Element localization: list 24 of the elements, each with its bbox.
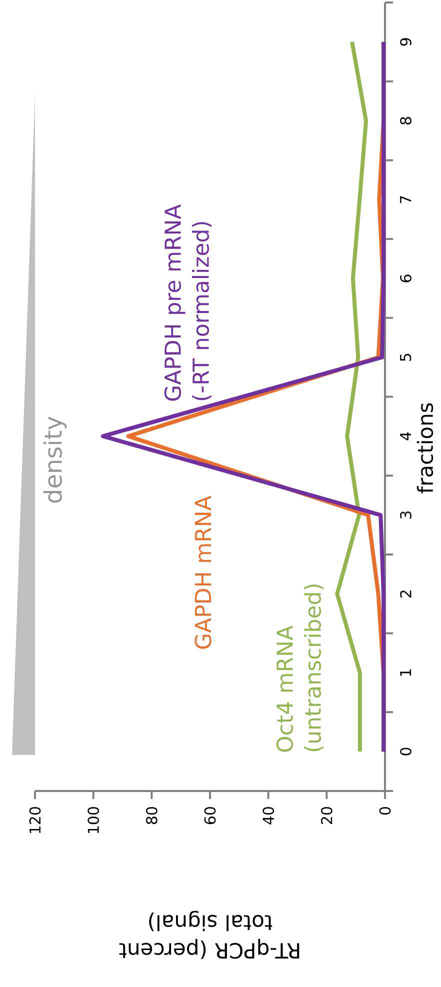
- y-tick-label: 4: [400, 432, 411, 440]
- x-tick-label: 0: [379, 807, 391, 815]
- y-tick-label: 0: [400, 748, 412, 756]
- y-tick-label: 6: [400, 274, 412, 282]
- text: Oct4 mRNA (untranscribed): [276, 584, 324, 752]
- text: GAPDH mRNA: [194, 496, 212, 649]
- x-tick-label: 100: [88, 807, 100, 834]
- annotation: density: [43, 416, 67, 503]
- x-tick-label: 20: [320, 807, 332, 824]
- y-axis-title: fractions: [416, 403, 434, 494]
- x-tick-label: 120: [29, 807, 41, 834]
- x-tick-label: 40: [262, 807, 274, 824]
- y-tick-label: 7: [400, 196, 411, 204]
- y-tick-label: 2: [400, 590, 412, 598]
- y-tick-label: 9: [400, 38, 412, 46]
- y-tick-label: 3: [400, 511, 412, 519]
- x-axis-title: RT-qPCR (percent total signal): [119, 910, 300, 960]
- text: GAPDH pre mRNA (-RT normalized): [164, 204, 212, 401]
- y-tick-label: 5: [400, 354, 412, 361]
- y-tick-label: 1: [400, 669, 411, 676]
- line-series: [335, 40, 368, 754]
- y-tick-label: 8: [400, 117, 412, 125]
- x-tick-label: 60: [204, 807, 216, 824]
- x-tick-label: 80: [146, 807, 158, 824]
